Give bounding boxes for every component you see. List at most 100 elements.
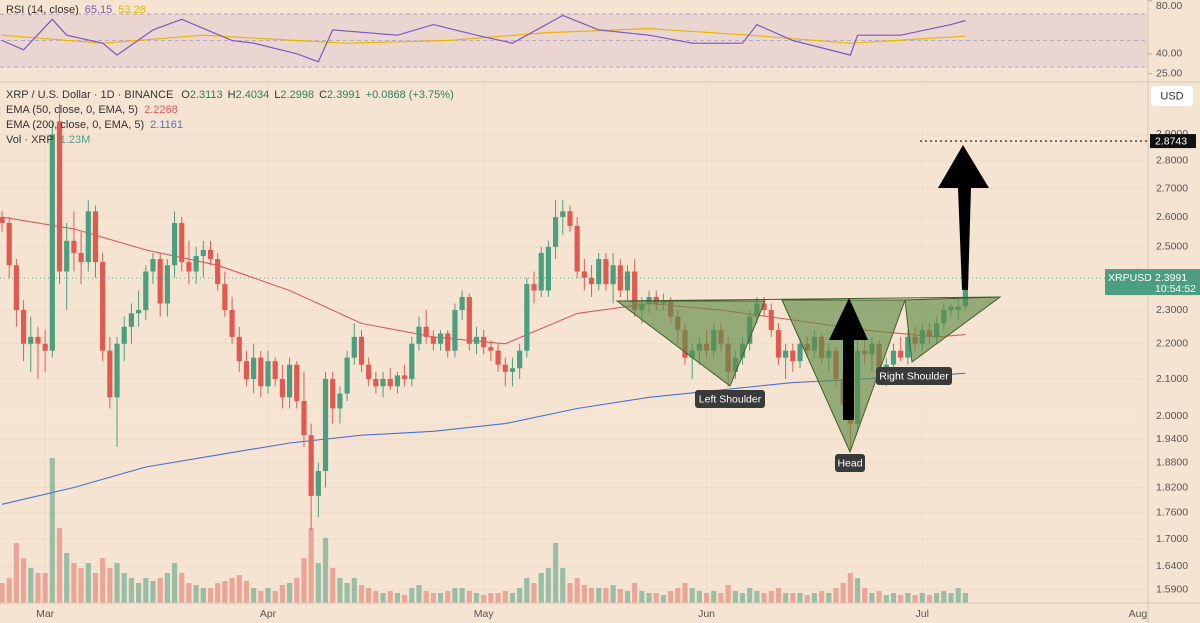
volume-bar <box>236 575 242 603</box>
candle-body <box>905 336 911 358</box>
volume-bar <box>373 591 379 603</box>
volume-bar <box>42 573 48 603</box>
candle-body <box>13 265 19 311</box>
candle-body <box>545 246 552 291</box>
y-tick-label: 1.8800 <box>1156 457 1188 469</box>
volume-bar <box>272 591 278 603</box>
candle-body <box>452 310 458 351</box>
volume-bar <box>78 568 84 603</box>
volume-bar <box>445 591 451 603</box>
volume-bar <box>919 593 925 603</box>
candle-body <box>394 375 401 387</box>
candle-body <box>517 350 523 369</box>
candle-body <box>430 336 436 344</box>
volume-bar <box>581 585 587 603</box>
candle-body <box>78 252 84 263</box>
volume-bar <box>294 578 300 603</box>
volume-bar <box>761 593 767 603</box>
volume-bar <box>545 568 552 603</box>
candle-body <box>337 393 343 409</box>
y-tick-label: 2.2000 <box>1156 338 1188 350</box>
volume-bar <box>215 583 221 603</box>
candle-body <box>502 364 508 372</box>
candle-body <box>790 350 796 362</box>
unit-label[interactable]: USD <box>1160 90 1183 102</box>
legend-ema200: EMA (200, close, 0, EMA, 5) 2.1161 <box>6 119 183 131</box>
y-tick-label: 2.8000 <box>1156 155 1188 167</box>
volume-bar <box>337 578 343 603</box>
candle-body <box>186 262 192 272</box>
candle-body <box>351 336 357 358</box>
rsi-tick-label: 80.00 <box>1156 0 1182 12</box>
annotation: Right Shoulder <box>879 370 949 382</box>
y-tick-label: 2.5000 <box>1156 241 1188 253</box>
unit-button[interactable] <box>1151 86 1193 106</box>
candle-body <box>574 225 580 272</box>
candle-body <box>215 259 221 285</box>
volume-bar <box>811 593 818 603</box>
volume-bar <box>495 593 501 603</box>
candle-body <box>143 271 149 311</box>
volume-bar <box>258 591 264 603</box>
volume-bar <box>251 588 257 603</box>
volume-bar <box>473 593 480 603</box>
candle-body <box>121 326 127 344</box>
rsi-line <box>1 14 966 63</box>
candle-body <box>272 361 278 380</box>
volume-bar <box>797 593 803 603</box>
candle-body <box>797 343 803 362</box>
candle-body <box>775 330 782 358</box>
candle-body <box>200 249 206 256</box>
volume-bar <box>567 583 573 603</box>
candle-body <box>286 364 293 398</box>
candle-body <box>581 271 587 278</box>
rsi-tick-label: 25.00 <box>1156 67 1182 79</box>
volume-bar <box>675 588 681 603</box>
volume-bar <box>739 593 746 603</box>
volume-bar <box>502 591 508 603</box>
volume-bar <box>186 583 192 603</box>
volume-bar <box>703 593 710 603</box>
volume-bar <box>481 595 487 603</box>
candle-body <box>459 296 465 311</box>
candle-body <box>207 249 214 260</box>
volume-bar <box>617 589 623 603</box>
candle-body <box>603 259 609 285</box>
candle-body <box>92 211 99 263</box>
volume-bar <box>890 593 897 603</box>
candle-body <box>768 310 774 331</box>
volume-bar <box>6 578 12 603</box>
volume-bar <box>509 593 516 603</box>
volume-bar <box>136 583 142 603</box>
candle-body <box>898 350 904 358</box>
candle-body <box>107 350 113 398</box>
label-box <box>695 390 765 408</box>
volume-bar <box>35 573 41 603</box>
volume-bar <box>876 591 882 603</box>
arrow <box>938 145 989 290</box>
x-tick-label: Jun <box>698 608 715 620</box>
candle-body <box>624 271 631 291</box>
volume-bar <box>150 581 156 603</box>
last-price-tag <box>1105 269 1200 296</box>
y-tick-label: 1.5900 <box>1156 584 1188 596</box>
y-tick-label: 1.7600 <box>1156 507 1188 519</box>
candle-body <box>136 310 142 314</box>
candle-body <box>380 379 386 387</box>
volume-bar <box>790 593 796 603</box>
arrow <box>829 298 868 420</box>
volume-bar <box>912 595 918 603</box>
candle-body <box>632 271 638 311</box>
volume-bar <box>689 588 695 603</box>
candle-body <box>409 343 415 380</box>
volume-bar <box>768 591 774 603</box>
volume-bar <box>222 581 228 603</box>
x-tick-label: Apr <box>260 608 277 620</box>
volume-bar <box>948 593 954 603</box>
candle-body <box>552 217 559 247</box>
volume-bar <box>962 593 968 603</box>
volume-bar <box>121 573 127 603</box>
volume-bar <box>64 553 70 603</box>
candle-body <box>588 277 595 285</box>
target-tag <box>1150 134 1196 149</box>
